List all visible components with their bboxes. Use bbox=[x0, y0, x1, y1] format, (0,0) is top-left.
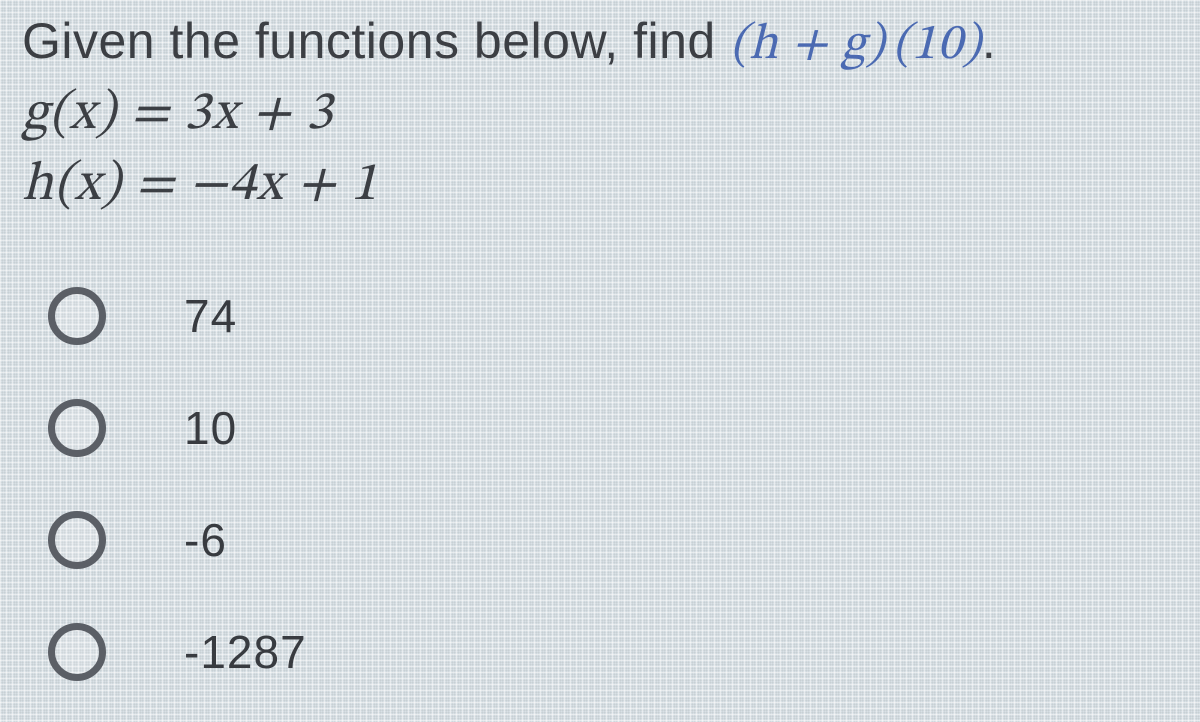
option-label: 74 bbox=[184, 289, 237, 343]
option-3[interactable]: -6 bbox=[22, 484, 1190, 596]
question-suffix: . bbox=[982, 13, 996, 69]
question-block: Given the functions below, find (h + g) … bbox=[22, 10, 1190, 708]
radio-icon[interactable] bbox=[48, 399, 106, 457]
option-label: 10 bbox=[184, 401, 237, 455]
question-math: (h + g) (10) bbox=[730, 20, 982, 70]
option-1[interactable]: 74 bbox=[22, 260, 1190, 372]
option-2[interactable]: 10 bbox=[22, 372, 1190, 484]
question-text: Given the functions below, find (h + g) … bbox=[22, 10, 1190, 77]
option-label: -6 bbox=[184, 513, 227, 567]
function-g: g(x) = 3x + 3 bbox=[22, 81, 1190, 149]
radio-icon[interactable] bbox=[48, 287, 106, 345]
radio-icon[interactable] bbox=[48, 511, 106, 569]
question-prefix: Given the functions below, find bbox=[22, 13, 730, 69]
option-label: -1287 bbox=[184, 625, 307, 679]
option-4[interactable]: -1287 bbox=[22, 596, 1190, 708]
function-h: h(x) = −4x + 1 bbox=[22, 152, 1190, 220]
radio-icon[interactable] bbox=[48, 623, 106, 681]
options-list: 74 10 -6 -1287 bbox=[22, 260, 1190, 708]
